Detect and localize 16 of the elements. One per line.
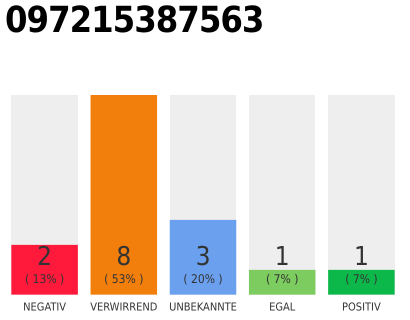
- annotation: ( 13% ): [24, 272, 64, 286]
- x-tick-label: EGAL: [269, 300, 296, 314]
- annotation: ( 20% ): [183, 272, 223, 286]
- data-label: 2: [37, 242, 52, 272]
- x-tick-label: POSITIV: [342, 300, 381, 314]
- x-tick-label: NEGATIV: [23, 300, 66, 314]
- data-label: 1: [354, 242, 369, 272]
- x-tick-label: VERWIRREND: [90, 300, 158, 314]
- annotation: ( 7% ): [345, 272, 378, 286]
- x-tick-label: UNBEKANNTE: [169, 300, 237, 314]
- chart-title: 097215387563: [5, 0, 264, 41]
- data-label: 8: [116, 242, 132, 272]
- data-label: 3: [196, 242, 210, 272]
- data-label: 1: [274, 242, 290, 272]
- annotation: ( 7% ): [266, 272, 298, 286]
- annotation: ( 53% ): [104, 272, 144, 286]
